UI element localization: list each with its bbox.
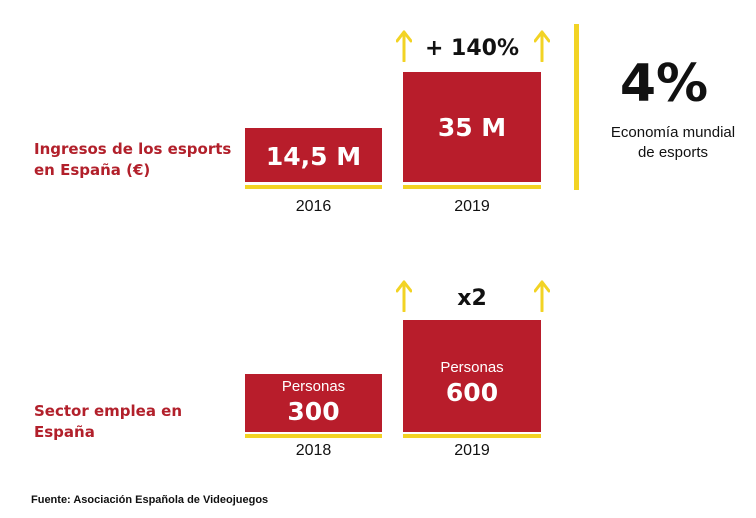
bar-revenue-2019: 35 M <box>403 72 541 182</box>
revenue-label-line2: en España (€) <box>34 161 151 179</box>
bar-jobs-2019-label: 600 <box>445 378 499 407</box>
world-share-line2: de esports <box>637 144 709 161</box>
baseline-revenue-2019 <box>403 185 541 189</box>
up-arrow-icon <box>534 280 550 312</box>
up-arrow-icon <box>534 30 550 62</box>
up-arrow-icon <box>396 280 412 312</box>
year-revenue-2016: 2016 <box>295 198 332 215</box>
bar-revenue-2016: 14,5 M <box>245 128 382 182</box>
revenue-growth: + 140% <box>424 36 520 61</box>
bar-jobs-2018-label: 300 <box>287 397 340 426</box>
source-note: Fuente: Asociación Española de Videojueg… <box>31 494 269 506</box>
bar-jobs-2018-unit: Personas <box>281 378 346 395</box>
up-arrow-icon <box>396 30 412 62</box>
jobs-label-line2: España <box>34 423 95 441</box>
jobs-label: Sector emplea en España <box>34 401 182 443</box>
year-jobs-2018: 2018 <box>295 442 332 459</box>
bar-jobs-2018: Personas 300 <box>245 374 382 432</box>
year-jobs-2019: 2019 <box>454 442 490 459</box>
jobs-growth: x2 <box>457 286 487 311</box>
divider-line <box>574 24 579 190</box>
baseline-jobs-2018 <box>245 434 382 438</box>
bar-revenue-2019-label: 35 M <box>437 113 507 142</box>
world-share-text: Economía mundial de esports <box>593 123 753 163</box>
baseline-revenue-2016 <box>245 185 382 189</box>
bar-jobs-2019-unit: Personas <box>440 359 504 376</box>
world-share-value: 4% <box>619 54 709 114</box>
bar-revenue-2016-label: 14,5 M <box>265 142 362 171</box>
revenue-label-line1: Ingresos de los esports <box>34 140 232 158</box>
world-share-line1: Economía mundial <box>610 124 736 141</box>
year-revenue-2019: 2019 <box>454 198 490 215</box>
jobs-label-line1: Sector emplea en <box>34 402 183 420</box>
baseline-jobs-2019 <box>403 434 541 438</box>
revenue-label: Ingresos de los esports en España (€) <box>34 139 231 181</box>
bar-jobs-2019: Personas 600 <box>403 320 541 432</box>
